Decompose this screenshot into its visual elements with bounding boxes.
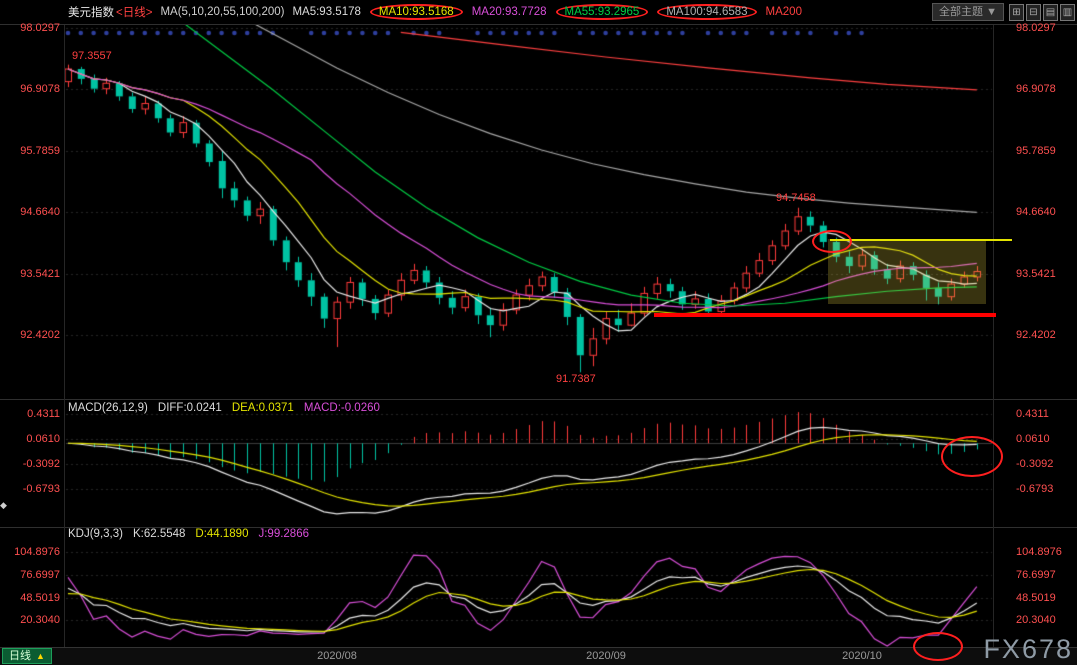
- price-axis-label: 92.4202: [20, 329, 60, 341]
- macd-axis-label: 0.4311: [1016, 408, 1049, 420]
- kdj-axis-label: 104.8976: [14, 546, 60, 558]
- ma-group-label: MA(5,10,20,55,100,200): [160, 6, 285, 18]
- layout-columns-icon[interactable]: ▥: [1060, 3, 1075, 21]
- ma-indicator-value-3: MA55:93.2965: [555, 4, 649, 20]
- time-axis-label: 2020/09: [586, 650, 626, 662]
- price-axis-label: 98.0297: [20, 22, 60, 34]
- layout-icons-group: ⊞ ⊟ ▤ ▥: [1007, 3, 1075, 21]
- header-separator: [0, 24, 1077, 25]
- price-annotation: 94.7458: [776, 192, 816, 204]
- layout-split-horizontal-icon[interactable]: ⊟: [1026, 3, 1041, 21]
- ma-indicator-value-2: MA20:93.7728: [471, 6, 547, 18]
- macd-diff-value: DIFF:0.0241: [157, 402, 222, 414]
- period-tag: <日线>: [116, 7, 153, 19]
- ma-indicator-value-5: MA200: [765, 6, 802, 18]
- price-axis-label: 93.5421: [20, 268, 60, 280]
- chart-header-bar: 美元指数 <日线> MA(5,10,20,55,100,200) MA5:93.…: [0, 0, 1077, 24]
- panel-resize-marker-icon[interactable]: ◆: [0, 500, 7, 510]
- main-price-chart-canvas[interactable]: [65, 25, 993, 398]
- ma-indicator-value-0: MA5:93.5178: [292, 6, 361, 18]
- kdj-axis-label: 20.3040: [1016, 614, 1056, 626]
- layout-grid-icon[interactable]: ⊞: [1009, 3, 1024, 21]
- macd-kdj-separator: [0, 527, 1077, 528]
- kdj-axis-label: 76.6997: [20, 569, 60, 581]
- kdj-axis-label: 48.5019: [20, 592, 60, 604]
- macd-header: MACD(26,12,9) DIFF:0.0241 DEA:0.0371 MAC…: [68, 402, 380, 414]
- price-annotation: 97.3557: [72, 50, 112, 62]
- kdj-axis-label: 20.3040: [20, 614, 60, 626]
- macd-axis-label: 0.4311: [27, 408, 60, 420]
- price-axis-label: 96.9078: [20, 83, 60, 95]
- theme-dropdown[interactable]: 全部主题 ▼: [932, 3, 1004, 21]
- ma-indicator-value-1: MA10:93.5168: [369, 4, 463, 20]
- price-axis-label: 95.7859: [20, 145, 60, 157]
- kdj-axis-label: 76.6997: [1016, 569, 1056, 581]
- time-axis-bar: [0, 647, 1077, 665]
- price-axis-label: 98.0297: [1016, 22, 1056, 34]
- price-annotation: 91.7387: [556, 373, 596, 385]
- price-axis-label: 94.6640: [1016, 206, 1056, 218]
- period-tab-daily[interactable]: 日线 ▲: [2, 648, 52, 664]
- price-axis-label: 93.5421: [1016, 268, 1056, 280]
- macd-dea-value: DEA:0.0371: [231, 402, 294, 414]
- price-axis-label: 95.7859: [1016, 145, 1056, 157]
- macd-axis-label: 0.0610: [1016, 433, 1050, 445]
- price-axis-label: 92.4202: [1016, 329, 1056, 341]
- main-macd-separator: [0, 399, 1077, 400]
- macd-title: MACD(26,12,9): [68, 402, 148, 414]
- right-axis-frame: [993, 25, 994, 648]
- macd-axis-label: -0.6793: [1016, 483, 1054, 495]
- macd-axis-label: -0.3092: [1016, 458, 1054, 470]
- time-axis-label: 2020/08: [317, 650, 357, 662]
- macd-panel-canvas[interactable]: [65, 400, 993, 526]
- period-tab-label: 日线: [9, 650, 31, 662]
- macd-axis-label: -0.3092: [22, 458, 60, 470]
- ma-values-group: MA5:93.5178 MA10:93.5168 MA20:93.7728 MA55:…: [292, 4, 811, 20]
- symbol-title: 美元指数: [68, 7, 114, 19]
- kdj-d-value: D:44.1890: [195, 528, 249, 540]
- macd-hist-value: MACD:-0.0260: [303, 402, 380, 414]
- macd-axis-label: -0.6793: [22, 483, 60, 495]
- kdj-axis-label: 48.5019: [1016, 592, 1056, 604]
- kdj-k-value: K:62.5548: [132, 528, 186, 540]
- macd-axis-label: 0.0610: [26, 433, 60, 445]
- price-axis-label: 94.6640: [20, 206, 60, 218]
- kdj-title: KDJ(9,3,3): [68, 528, 123, 540]
- price-axis-label: 96.9078: [1016, 83, 1056, 95]
- layout-rows-icon[interactable]: ▤: [1043, 3, 1058, 21]
- fx678-watermark: FX678: [983, 634, 1073, 664]
- kdj-panel-canvas[interactable]: [65, 540, 993, 648]
- kdj-j-value: J:99.2866: [258, 528, 309, 540]
- time-axis-label: 2020/10: [842, 650, 882, 662]
- kdj-axis-label: 104.8976: [1016, 546, 1062, 558]
- left-axis-frame: [64, 25, 65, 648]
- ma-indicator-value-4: MA100:94.6583: [657, 4, 757, 20]
- kdj-header: KDJ(9,3,3) K:62.5548 D:44.1890 J:99.2866: [68, 528, 309, 540]
- up-arrow-icon: ▲: [36, 651, 45, 661]
- header-right-controls: 全部主题 ▼ ⊞ ⊟ ▤ ▥: [932, 3, 1075, 21]
